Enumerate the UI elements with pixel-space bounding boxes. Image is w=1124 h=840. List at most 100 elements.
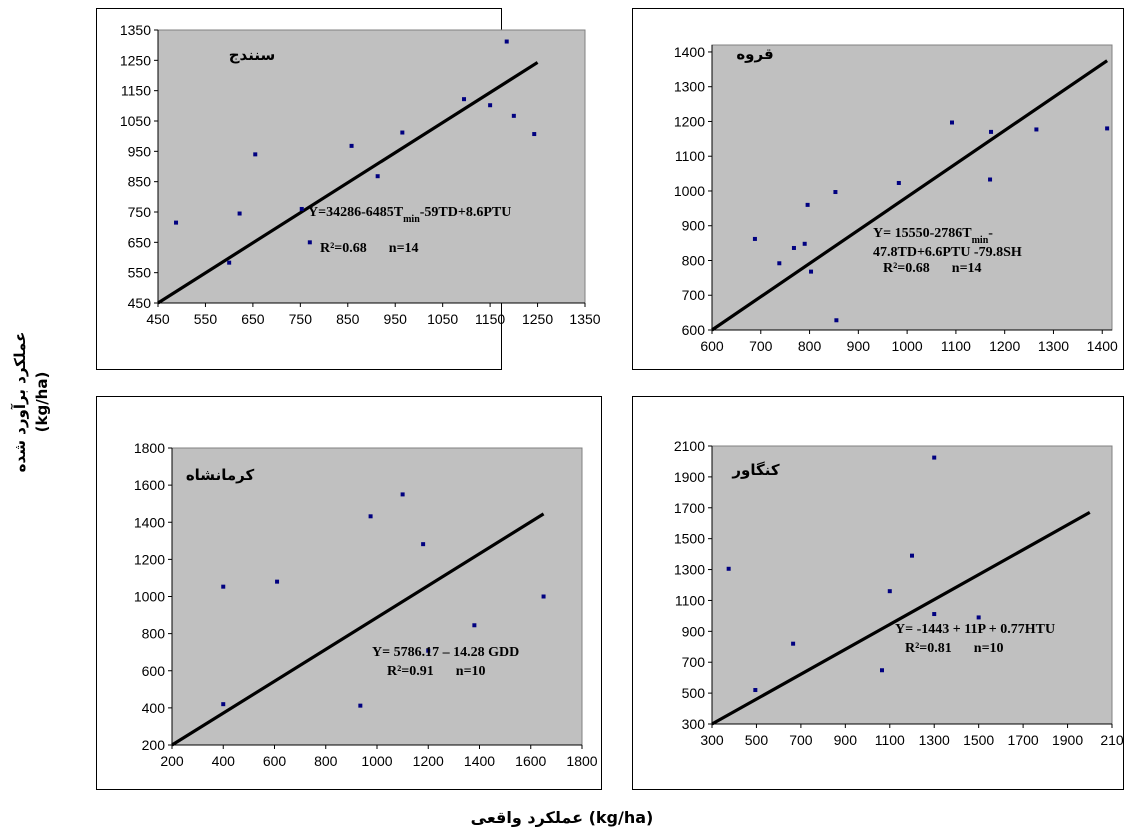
plot-area <box>711 44 1113 331</box>
x-tick-label: 1000 <box>892 338 923 354</box>
y-tick-label: 650 <box>128 234 152 250</box>
sample-size: n=10 <box>456 664 486 679</box>
r-squared: R²=0.68 <box>883 261 930 276</box>
x-tick-label: 950 <box>384 311 408 327</box>
x-tick-label: 1100 <box>941 338 971 354</box>
regression-line <box>157 61 539 305</box>
x-tick-label: 1250 <box>522 311 553 327</box>
station-title: کرمانشاه <box>186 466 255 484</box>
x-tick-label: 1400 <box>464 753 495 769</box>
data-point <box>253 152 258 157</box>
r-squared: R²=0.81 <box>905 641 952 656</box>
regression-stats: R²=0.81 n=10 <box>905 641 1004 656</box>
regression-stats: R²=0.68 n=14 <box>320 241 419 256</box>
data-point <box>227 260 232 265</box>
y-tick-label: 1050 <box>120 113 151 129</box>
y-tick-label: 1000 <box>134 589 165 605</box>
data-point <box>809 269 814 274</box>
data-point <box>791 641 796 646</box>
y-axis-title: عملکرد برآورد شده (kg/ha) <box>2 282 60 522</box>
chart-panel-3: 200 400 600 800 1000 1200 1400 1600 1800 200 400 60… <box>96 396 602 790</box>
equation-part: Y= 15550-2786T <box>873 226 972 241</box>
data-point <box>421 542 426 547</box>
data-point <box>221 702 226 707</box>
y-tick-label: 2100 <box>674 438 705 454</box>
regression-equation: Y= 15550-2786Tmin- <box>873 226 993 246</box>
data-point <box>726 566 731 571</box>
data-point <box>532 132 537 137</box>
y-tick-label: 800 <box>142 626 166 642</box>
regression-equation-line2: 47.8TD+6.6PTU -79.8SH <box>873 245 1022 260</box>
y-tick-label: 1250 <box>120 52 151 68</box>
data-point <box>802 241 807 246</box>
data-point <box>488 103 493 108</box>
data-point <box>504 39 509 44</box>
regression-equation: Y=34286-6485Tmin-59TD+8.6PTU <box>308 205 511 225</box>
x-tick-label: 450 <box>146 311 170 327</box>
data-point <box>299 206 304 211</box>
regression-equation: Y= -1443 + 11P + 0.77HTU <box>895 622 1055 637</box>
y-tick-label: 900 <box>682 218 706 234</box>
x-tick-label: 1350 <box>569 311 600 327</box>
sample-size: n=14 <box>952 261 982 276</box>
x-tick-label: 600 <box>700 338 724 354</box>
regression-stats: R²=0.91 n=10 <box>387 664 486 679</box>
data-point <box>896 180 901 185</box>
y-tick-label: 1600 <box>134 477 165 493</box>
equation-part: Y=34286-6485T <box>308 205 404 220</box>
y-tick-label: 500 <box>682 685 706 701</box>
y-tick-label: 300 <box>682 716 706 732</box>
y-tick-label: 850 <box>128 174 152 190</box>
y-tick-label: 1400 <box>134 514 165 530</box>
data-point <box>237 211 242 216</box>
data-point <box>752 236 757 241</box>
x-tick-label: 700 <box>749 338 773 354</box>
equation-part: Y= 5786.17 – 14.28 GDD <box>372 645 519 660</box>
x-tick-label: 800 <box>798 338 822 354</box>
data-point <box>472 623 477 628</box>
y-tick-label: 550 <box>128 265 152 281</box>
data-point <box>791 245 796 250</box>
y-tick-label: 1350 <box>120 22 151 38</box>
station-title: قروه <box>736 45 773 63</box>
plot-area <box>711 445 1113 725</box>
y-tick-label: 700 <box>682 654 706 670</box>
y-tick-label: 450 <box>128 295 152 311</box>
x-tick-label: 200 <box>160 753 184 769</box>
sample-size: n=14 <box>389 241 419 256</box>
plot-area <box>171 447 583 746</box>
data-point <box>400 130 405 135</box>
equation-subscript: min <box>403 214 420 225</box>
data-point <box>910 553 914 558</box>
data-point <box>426 648 431 653</box>
x-tick-label: 1100 <box>875 732 905 748</box>
x-tick-label: 500 <box>745 732 769 748</box>
regression-equation: Y= 5786.17 – 14.28 GDD <box>372 645 519 660</box>
data-point <box>375 174 380 179</box>
y-tick-label: 700 <box>682 287 706 303</box>
x-tick-label: 1300 <box>1038 338 1069 354</box>
data-point <box>358 703 363 708</box>
x-tick-label: 400 <box>212 753 236 769</box>
x-tick-label: 900 <box>834 732 858 748</box>
y-tick-label: 1200 <box>134 551 165 567</box>
data-point <box>932 455 937 460</box>
regression-line <box>711 59 1109 332</box>
x-tick-label: 300 <box>700 732 724 748</box>
y-tick-label: 1500 <box>674 531 705 547</box>
chart-panel-2: 600 700 800 900 1000 1100 1200 1300 1400 600 700 80… <box>632 8 1124 370</box>
y-tick-label: 1100 <box>675 148 705 164</box>
data-point <box>988 177 993 182</box>
equation-subscript: min <box>972 235 989 246</box>
data-point <box>1105 126 1110 131</box>
data-point <box>880 668 884 673</box>
y-tick-label: 1300 <box>674 562 705 578</box>
chart-panel-1: 450 550 650 750 850 950 1050 1150 1250 1350 450 550… <box>96 8 601 370</box>
data-point <box>307 240 312 245</box>
data-point <box>887 589 892 594</box>
y-tick-label: 1400 <box>674 44 705 60</box>
y-axis-title-line1: عملکرد برآورد شده <box>11 331 29 473</box>
y-tick-label: 600 <box>682 322 706 338</box>
x-tick-label: 800 <box>314 753 338 769</box>
data-point <box>805 202 810 207</box>
